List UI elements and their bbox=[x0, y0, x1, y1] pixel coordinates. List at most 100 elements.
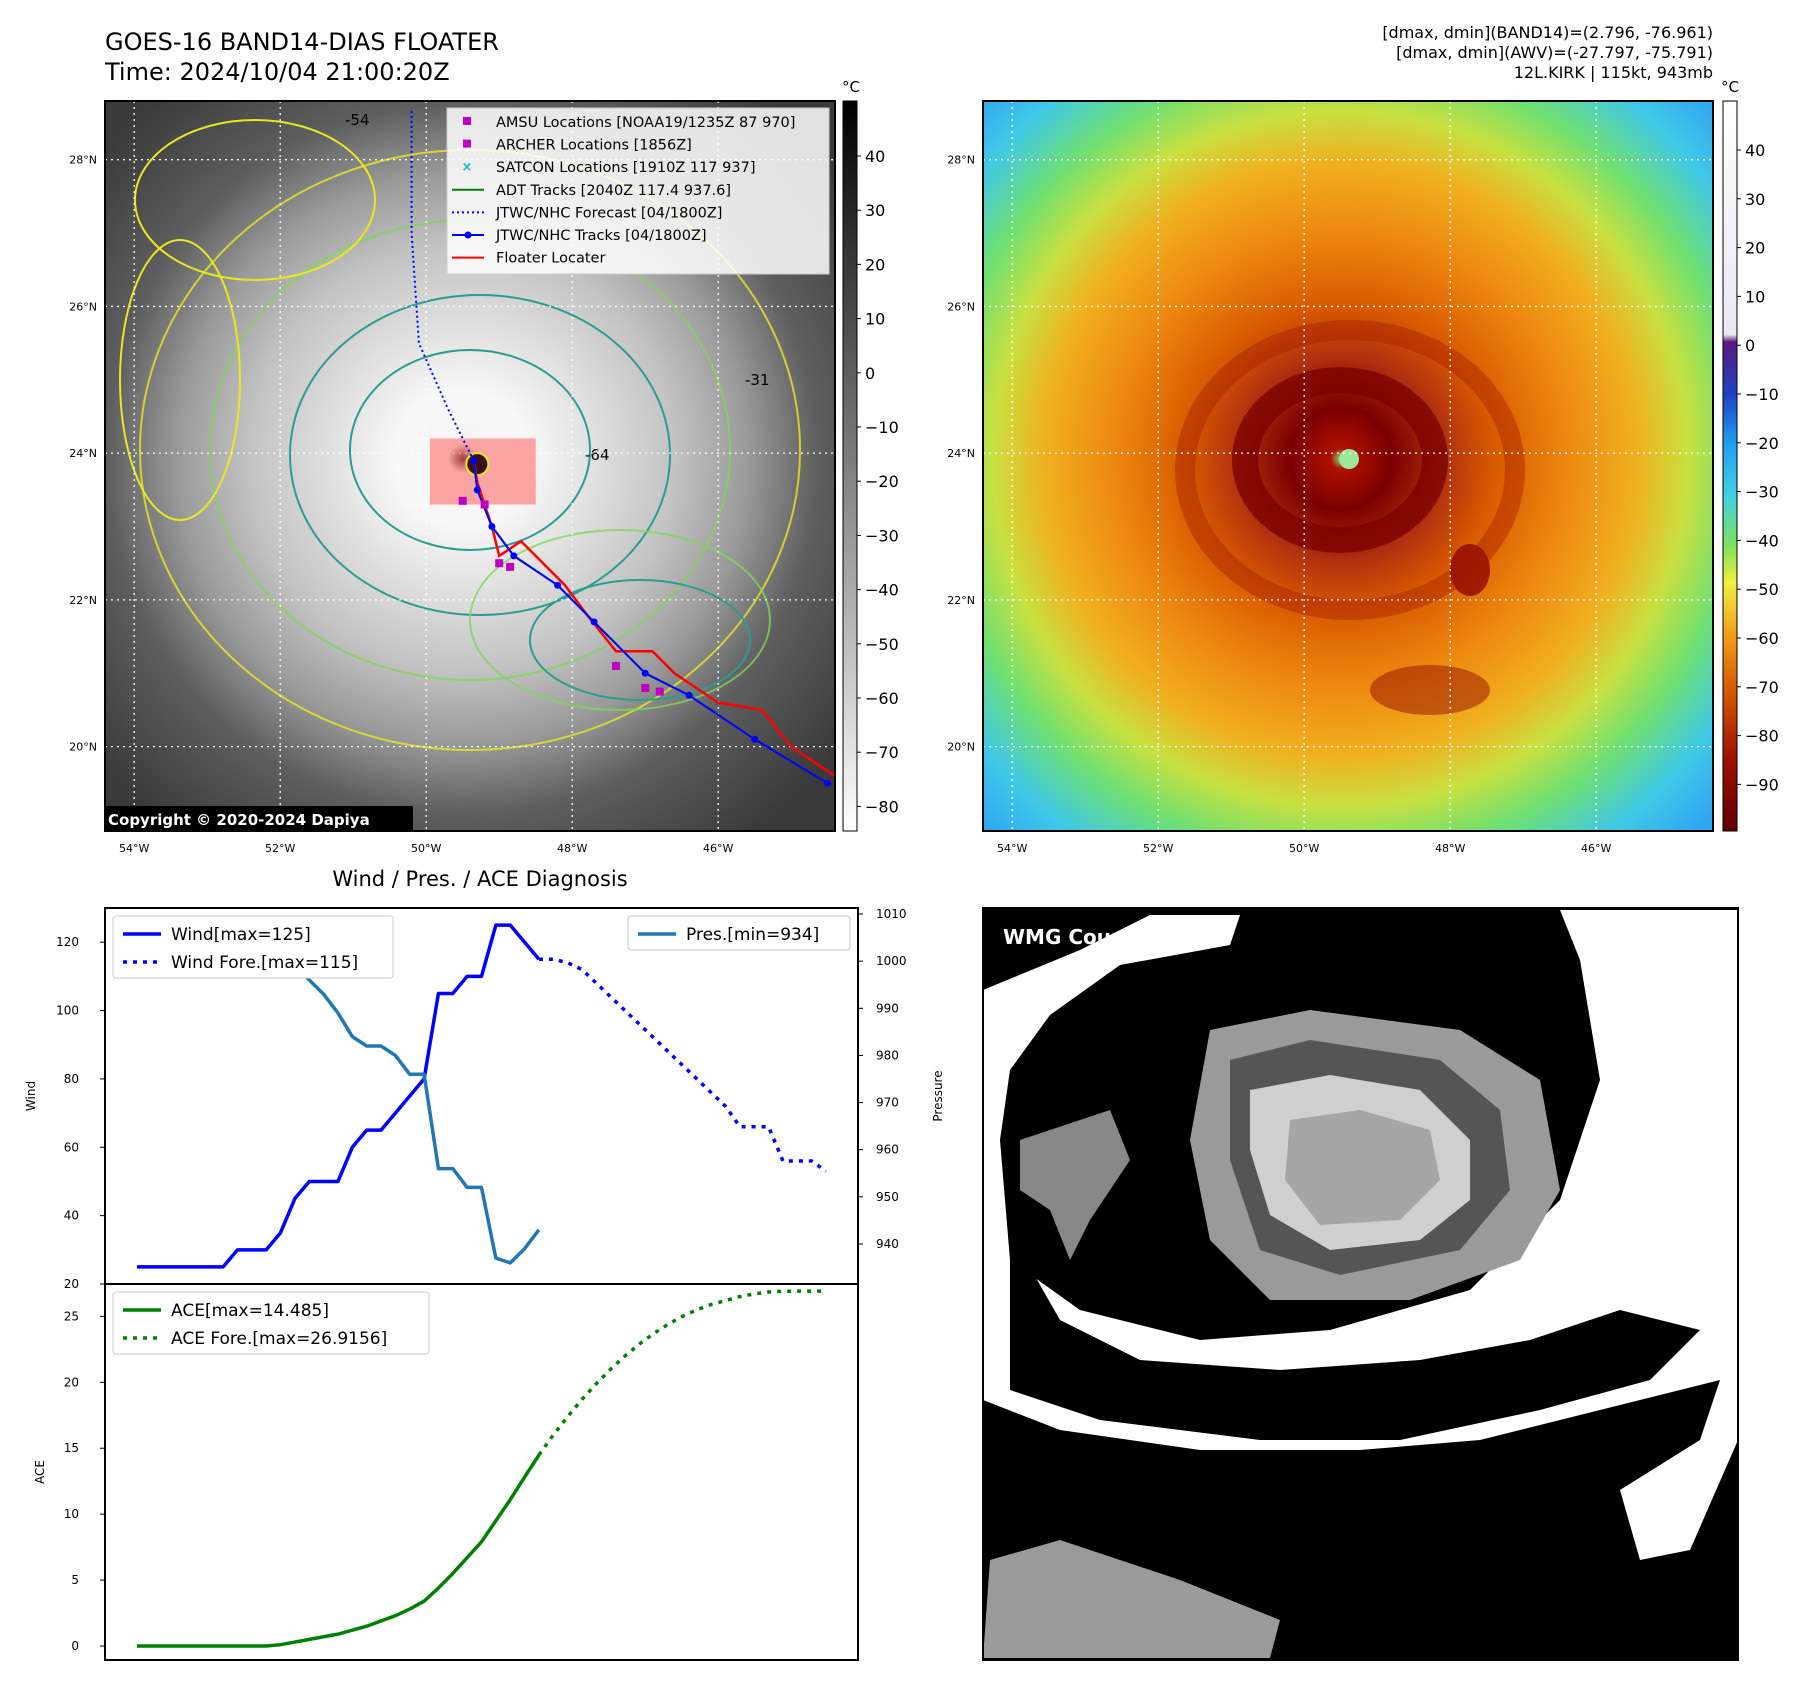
y-tick-label: 5 bbox=[71, 1573, 79, 1587]
y-tick-label: 20 bbox=[64, 1375, 79, 1389]
legend-item: ADT Tracks [2040Z 117.4 937.6] bbox=[452, 183, 731, 199]
awv-colorbar-unit: °C bbox=[1721, 78, 1739, 96]
lon-tick-label: 52°W bbox=[265, 842, 295, 855]
info-storm: 12L.KIRK | 115kt, 943mb bbox=[1514, 63, 1713, 82]
colorbar-tick-label: −60 bbox=[1745, 629, 1779, 648]
series-line bbox=[537, 1289, 826, 1457]
y-tick-label-right: 980 bbox=[876, 1048, 899, 1062]
y-tick-label: 20 bbox=[64, 1277, 79, 1291]
lat-tick-label: 28°N bbox=[947, 154, 975, 167]
lat-tick-label: 28°N bbox=[69, 154, 97, 167]
diagnosis-title: Wind / Pres. / ACE Diagnosis bbox=[332, 867, 627, 891]
lon-tick-label: 50°W bbox=[1289, 842, 1319, 855]
colorbar-tick-label: 30 bbox=[865, 201, 885, 220]
colorbar-tick-label: 30 bbox=[1745, 190, 1765, 209]
lon-tick-label: 50°W bbox=[411, 842, 441, 855]
legend-label: ADT Tracks [2040Z 117.4 937.6] bbox=[496, 183, 731, 199]
legend-label: AMSU Locations [NOAA19/1235Z 87 970] bbox=[496, 115, 795, 131]
awv-spiral-bands bbox=[1175, 320, 1525, 715]
series-line bbox=[137, 1454, 541, 1648]
awv-map-frame bbox=[982, 100, 1714, 832]
colorbar-tick-label: −70 bbox=[1745, 678, 1779, 697]
legend-swatch-dot bbox=[464, 231, 472, 239]
colorbar-tick-label: −10 bbox=[1745, 385, 1779, 404]
legend-item: × SATCON Locations [1910Z 117 937] bbox=[462, 160, 756, 176]
colorbar-tick-label: −70 bbox=[865, 743, 899, 762]
figure-title: GOES-16 BAND14-DIAS FLOATER bbox=[105, 28, 499, 56]
lon-tick-label: 48°W bbox=[1435, 842, 1465, 855]
lat-tick-label: 20°N bbox=[947, 741, 975, 754]
best-track-point bbox=[470, 456, 478, 464]
series-line bbox=[137, 923, 541, 1269]
colorbar-tick-label: −80 bbox=[865, 797, 899, 816]
amsu-marker bbox=[641, 683, 650, 692]
legend-label: ARCHER Locations [1856Z] bbox=[496, 138, 692, 154]
y-tick-label: 15 bbox=[64, 1441, 79, 1455]
chart-legend-label: ACE[max=14.485] bbox=[171, 1301, 329, 1321]
legend-swatch bbox=[463, 117, 471, 125]
colorbar-tick-label: 0 bbox=[865, 364, 875, 383]
y-tick-label: 25 bbox=[64, 1309, 79, 1323]
colorbar-tick-label: −40 bbox=[865, 581, 899, 600]
ace-ylabel: ACE bbox=[33, 1460, 47, 1484]
colorbar-tick-label: 40 bbox=[865, 147, 885, 166]
chart-legend-box bbox=[112, 1291, 430, 1355]
colorbar-tick-label: −90 bbox=[1745, 775, 1779, 794]
info-awv: [dmax, dmin](AWV)=(-27.797, -75.791) bbox=[1396, 43, 1713, 62]
amsu-marker bbox=[480, 500, 489, 509]
y-tick-label-right: 1010 bbox=[876, 907, 907, 921]
colorbar-tick-label: −20 bbox=[1745, 434, 1779, 453]
legend-swatch bbox=[463, 139, 471, 148]
ir-map-frame bbox=[104, 100, 836, 832]
best-track-point bbox=[554, 581, 562, 589]
y-tick-label: 60 bbox=[64, 1140, 79, 1154]
colorbar-tick-label: −20 bbox=[865, 472, 899, 491]
copyright-box bbox=[105, 806, 413, 832]
best-track-point bbox=[473, 486, 481, 494]
contour-label-64: -64 bbox=[585, 446, 610, 464]
awv-gridlines bbox=[983, 101, 1713, 831]
y-tick-label: 0 bbox=[71, 1639, 79, 1653]
colorbar-tick-label: 10 bbox=[1745, 287, 1765, 306]
lon-tick-label: 54°W bbox=[119, 842, 149, 855]
colorbar-tick-label: −50 bbox=[865, 635, 899, 654]
best-track-point bbox=[685, 691, 693, 699]
colorbar-tick-label: 20 bbox=[865, 255, 885, 274]
amsu-marker bbox=[458, 496, 467, 505]
ir-map-panel: -54 -64 -31 Copyright © 2020-2024 Dapiya… bbox=[69, 78, 899, 855]
best-track-point bbox=[510, 552, 518, 560]
awv-colorbar-ticks: 40 30 20 10 0 −10 −20 −30 −40 −50 −60 −70 −80 −90 bbox=[1737, 141, 1779, 794]
lon-tick-label: 48°W bbox=[557, 842, 587, 855]
ir-colorbar-unit: °C bbox=[842, 78, 860, 96]
legend-label: JTWC/NHC Tracks [04/1800Z] bbox=[495, 228, 707, 244]
awv-map-panel: 28°N 26°N 24°N 22°N 20°N 54°W 52°W 50°W 48°W 46°W… bbox=[947, 78, 1779, 855]
wind-pressure-chart: Wind / Pres. / ACE Diagnosis 20 40 60 80 100… bbox=[24, 867, 945, 1291]
ace-chart: 0 5 10 15 20 25 ACE[max=14.485] ACE Fore.[max=2… bbox=[33, 1283, 859, 1661]
storm-eye bbox=[465, 452, 490, 477]
ir-track-overlay bbox=[410, 108, 835, 787]
wmg-count-label: WMG Count: 0 bbox=[1003, 925, 1164, 949]
chart-legend-box bbox=[627, 915, 851, 951]
best-track-point bbox=[641, 669, 649, 677]
colorbar-tick-label: −50 bbox=[1745, 580, 1779, 599]
chart-legend-label: ACE Fore.[max=26.9156] bbox=[171, 1329, 387, 1349]
y-tick-label: 120 bbox=[56, 935, 79, 949]
amsu-marker bbox=[655, 687, 664, 696]
lat-tick-label: 26°N bbox=[947, 300, 975, 313]
lon-tick-label: 46°W bbox=[1581, 842, 1611, 855]
lon-tick-label: 52°W bbox=[1143, 842, 1173, 855]
y-tick-label: 40 bbox=[64, 1209, 79, 1223]
y-tick-label-right: 960 bbox=[876, 1143, 899, 1157]
legend-label: Floater Locater bbox=[496, 251, 605, 267]
lat-tick-label: 26°N bbox=[69, 300, 97, 313]
legend-swatch: × bbox=[462, 160, 473, 175]
forecast-track bbox=[410, 108, 475, 461]
y-tick-label-right: 990 bbox=[876, 1001, 899, 1015]
colorbar-tick-label: −30 bbox=[1745, 483, 1779, 502]
lat-tick-label: 22°N bbox=[69, 594, 97, 607]
legend-item: ARCHER Locations [1856Z] bbox=[463, 138, 692, 154]
best-track-point bbox=[824, 779, 832, 787]
wmg-pixels bbox=[983, 910, 1738, 1658]
colorbar-tick-label: −80 bbox=[1745, 727, 1779, 746]
